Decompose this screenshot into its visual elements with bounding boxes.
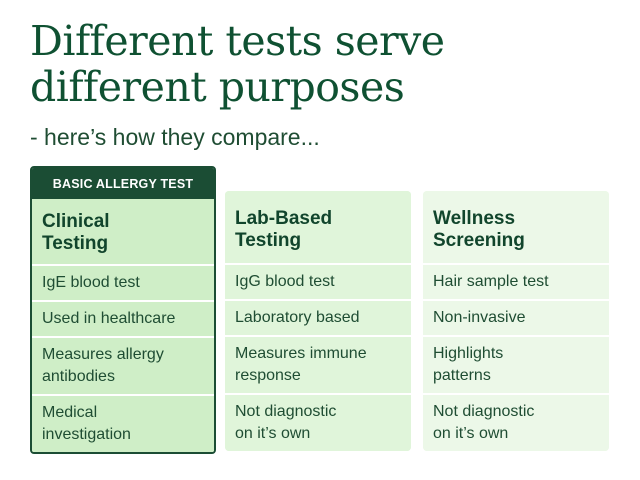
cell-text-line-2: on it’s own bbox=[235, 425, 311, 442]
column-cell: IgE blood test bbox=[32, 264, 214, 300]
column-heading: Wellness Screening bbox=[423, 191, 609, 263]
column-wellness-screening: Wellness Screening Hair sample test Non-… bbox=[423, 191, 609, 451]
cell-text-line-1: Highlights bbox=[433, 345, 504, 362]
column-cell: IgG blood test bbox=[225, 263, 411, 299]
cell-text-line-1: Medical bbox=[42, 404, 98, 421]
cell-text-line-2: patterns bbox=[433, 367, 491, 384]
cell-text-line-1: Measures immune bbox=[235, 345, 367, 362]
column-cell: Not diagnostic on it’s own bbox=[423, 393, 609, 451]
cell-text-line-1: Measures allergy bbox=[42, 346, 164, 363]
column-heading-line-1: Wellness bbox=[433, 208, 516, 229]
column-cell: Measures immune response bbox=[225, 335, 411, 393]
page-title: Different tests serve different purposes bbox=[30, 18, 445, 110]
column-heading-line-1: Lab-Based bbox=[235, 208, 333, 229]
column-clinical-testing: BASIC ALLERGY TEST Clinical Testing IgE … bbox=[30, 166, 216, 454]
column-cell: Not diagnostic on it’s own bbox=[225, 393, 411, 451]
cell-text: Hair sample test bbox=[433, 273, 549, 290]
cell-text-line-2: on it’s own bbox=[433, 425, 509, 442]
column-heading-line-2: Screening bbox=[433, 230, 525, 251]
page-title-line-2: different purposes bbox=[30, 63, 405, 111]
cell-text-line-2: response bbox=[235, 367, 301, 384]
column-cell: Highlights patterns bbox=[423, 335, 609, 393]
column-cell: Used in healthcare bbox=[32, 300, 214, 336]
column-cell: Hair sample test bbox=[423, 263, 609, 299]
cell-text: Laboratory based bbox=[235, 309, 360, 326]
basic-allergy-test-badge: BASIC ALLERGY TEST bbox=[32, 168, 214, 199]
column-heading-line-2: Testing bbox=[235, 230, 302, 251]
page-subtitle: - here’s how they compare... bbox=[30, 124, 320, 150]
column-cell: Non-invasive bbox=[423, 299, 609, 335]
cell-text: Non-invasive bbox=[433, 309, 526, 326]
cell-text: IgE blood test bbox=[42, 274, 140, 291]
cell-text-line-1: Not diagnostic bbox=[235, 403, 337, 420]
cell-text-line-1: Not diagnostic bbox=[433, 403, 535, 420]
column-heading-line-2: Testing bbox=[42, 233, 109, 254]
cell-text: IgG blood test bbox=[235, 273, 335, 290]
cell-text: Used in healthcare bbox=[42, 310, 176, 327]
column-cell: Measures allergy antibodies bbox=[32, 336, 214, 394]
column-heading: Clinical Testing bbox=[32, 199, 214, 264]
column-cell: Medical investigation bbox=[32, 394, 214, 452]
column-heading: Lab-Based Testing bbox=[225, 191, 411, 263]
column-heading-line-1: Clinical bbox=[42, 211, 110, 232]
cell-text-line-2: investigation bbox=[42, 426, 131, 443]
column-cell: Laboratory based bbox=[225, 299, 411, 335]
cell-text-line-2: antibodies bbox=[42, 368, 115, 385]
column-lab-based-testing: Lab-Based Testing IgG blood test Laborat… bbox=[225, 191, 411, 451]
page-title-line-1: Different tests serve bbox=[30, 17, 445, 65]
